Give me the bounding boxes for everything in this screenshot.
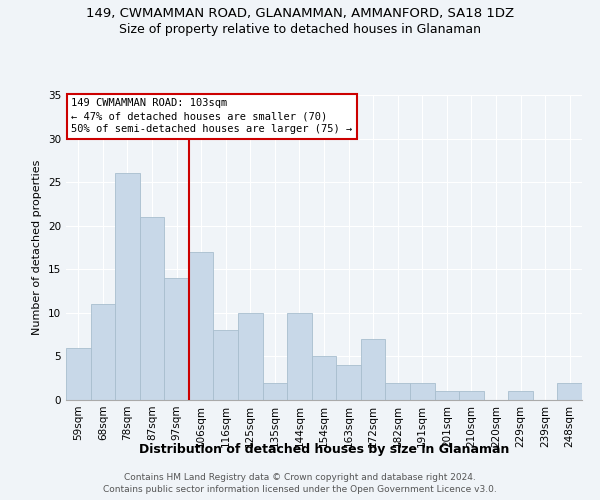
Bar [459,392,484,400]
Bar [508,392,533,400]
Text: 149 CWMAMMAN ROAD: 103sqm
← 47% of detached houses are smaller (70)
50% of semi-: 149 CWMAMMAN ROAD: 103sqm ← 47% of detac… [71,98,352,134]
Text: Distribution of detached houses by size in Glanaman: Distribution of detached houses by size … [139,442,509,456]
Text: 149, CWMAMMAN ROAD, GLANAMMAN, AMMANFORD, SA18 1DZ: 149, CWMAMMAN ROAD, GLANAMMAN, AMMANFORD… [86,8,514,20]
Text: Contains HM Land Registry data © Crown copyright and database right 2024.: Contains HM Land Registry data © Crown c… [124,472,476,482]
Bar [189,252,214,400]
Bar [91,304,115,400]
Bar [140,217,164,400]
Text: Contains public sector information licensed under the Open Government Licence v3: Contains public sector information licen… [103,485,497,494]
Bar [557,382,582,400]
Bar [434,392,459,400]
Bar [263,382,287,400]
Bar [287,313,312,400]
Bar [385,382,410,400]
Text: Size of property relative to detached houses in Glanaman: Size of property relative to detached ho… [119,22,481,36]
Bar [238,313,263,400]
Bar [361,339,385,400]
Bar [336,365,361,400]
Bar [312,356,336,400]
Bar [214,330,238,400]
Bar [66,348,91,400]
Bar [164,278,189,400]
Bar [115,174,140,400]
Y-axis label: Number of detached properties: Number of detached properties [32,160,43,335]
Bar [410,382,434,400]
